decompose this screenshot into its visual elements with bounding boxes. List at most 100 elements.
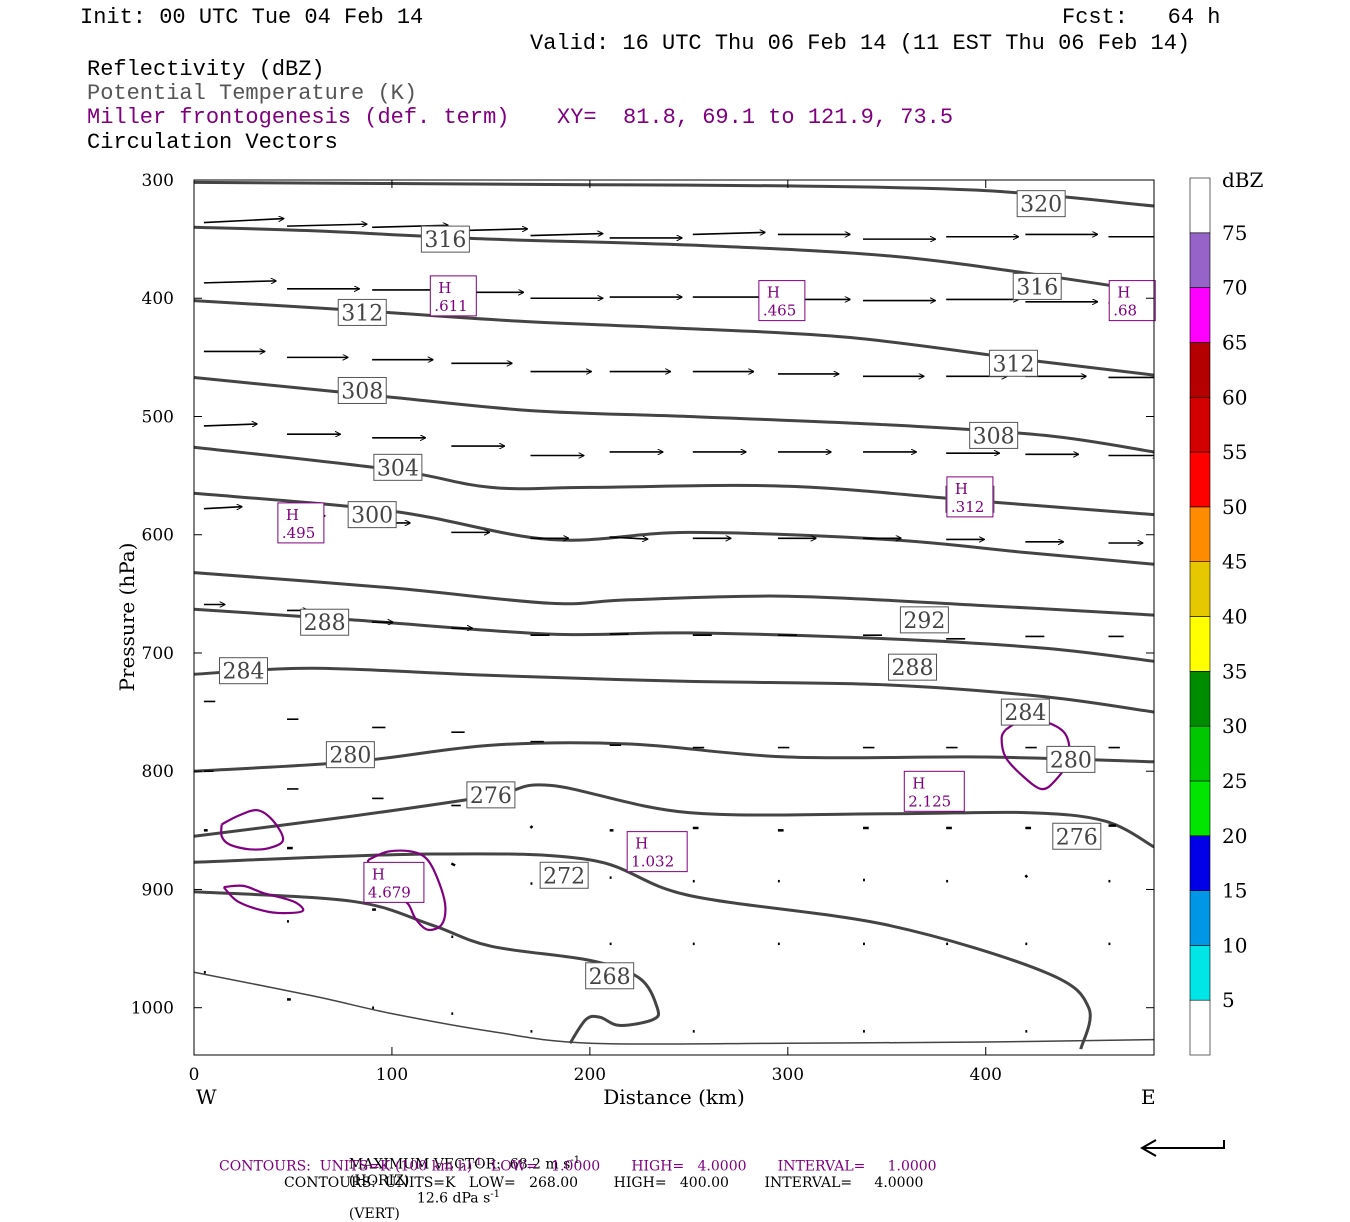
theta-label: 280 xyxy=(1046,745,1096,773)
colorbar-label: 75 xyxy=(1222,221,1247,245)
svg-text:320: 320 xyxy=(1020,193,1062,218)
frontogenesis-high: H.312 xyxy=(946,476,994,518)
colorbar-swatch xyxy=(1189,725,1211,782)
theta-contour-280 xyxy=(194,783,1154,849)
frontogenesis-high: H.611 xyxy=(429,275,477,317)
cross-section-xy: XY= 81.8, 69.1 to 121.9, 73.5 xyxy=(557,105,954,130)
theta-contour-272 xyxy=(194,890,661,1045)
svg-text:316: 316 xyxy=(1016,275,1058,300)
y-tick-label: 800 xyxy=(142,762,174,782)
svg-text:312: 312 xyxy=(992,352,1034,377)
theta-label: 288 xyxy=(300,608,350,636)
svg-text:.68: .68 xyxy=(1113,302,1137,320)
svg-text:H: H xyxy=(912,774,925,792)
theta-contour-296 xyxy=(194,571,1154,617)
colorbar-swatch xyxy=(1189,890,1211,946)
circulation-vectors xyxy=(203,219,1154,1033)
circulation-vector xyxy=(203,281,276,283)
svg-text:288: 288 xyxy=(892,656,934,681)
colorbar-swatch xyxy=(1189,616,1211,672)
frontogenesis-high: H.495 xyxy=(277,502,325,544)
fronto-contour-info: CONTOURS: UNITS=K (100 km h)-1 LOW= 1.00… xyxy=(219,1157,937,1175)
theta-contour-268 xyxy=(194,971,1154,1045)
x-tick-label: 0 xyxy=(189,1065,200,1085)
colorbar-label: 40 xyxy=(1222,605,1247,629)
colorbar-label: 45 xyxy=(1222,550,1247,574)
y-tick-label: 300 xyxy=(142,171,174,191)
frontogenesis-high: H1.032 xyxy=(626,831,688,873)
theta-contour-info: CONTOURS: UNITS=K LOW= 268.00 HIGH= 400.… xyxy=(284,1175,924,1191)
circulation-vector xyxy=(692,232,765,234)
colorbar-label: 55 xyxy=(1222,440,1247,464)
forecast-hour: Fcst: 64 h xyxy=(1062,5,1221,30)
svg-text:.611: .611 xyxy=(434,297,467,315)
x-tick-label: 300 xyxy=(772,1065,804,1085)
svg-text:312: 312 xyxy=(341,301,383,326)
svg-text:276: 276 xyxy=(470,784,512,809)
circulation-vector xyxy=(530,234,602,236)
colorbar-title: dBZ xyxy=(1222,168,1264,192)
colorbar-swatch xyxy=(1189,945,1211,1001)
colorbar-label: 5 xyxy=(1222,988,1235,1012)
colorbar-swatch xyxy=(1189,835,1211,891)
colorbar-label: 15 xyxy=(1222,879,1247,903)
circulation-vector xyxy=(287,224,367,226)
frontogenesis-high: H.68 xyxy=(1108,280,1156,322)
colorbar-label: 30 xyxy=(1222,714,1247,738)
svg-text:308: 308 xyxy=(341,379,383,404)
colorbar-label: 70 xyxy=(1222,276,1247,300)
svg-text:1.032: 1.032 xyxy=(631,853,674,871)
theta-label: 320 xyxy=(1016,190,1066,218)
colorbar-swatch xyxy=(1189,561,1211,617)
colorbar-swatch xyxy=(1189,671,1211,727)
svg-text:H: H xyxy=(1117,284,1130,302)
theta-label: 312 xyxy=(337,298,387,326)
field-circulation-vectors: Circulation Vectors xyxy=(87,130,338,155)
theta-label: 300 xyxy=(347,501,397,529)
svg-text:4.679: 4.679 xyxy=(368,883,411,901)
colorbar-swatch xyxy=(1189,451,1211,508)
y-tick-label: 700 xyxy=(142,644,174,664)
theta-label: 308 xyxy=(969,421,1019,449)
svg-text:292: 292 xyxy=(903,609,945,634)
valid-time: Valid: 16 UTC Thu 06 Feb 14 (11 EST Thu … xyxy=(530,31,1191,56)
field-potential-temperature: Potential Temperature (K) xyxy=(87,81,418,106)
x-tick-label: 400 xyxy=(970,1065,1002,1085)
axes: 300 400 500 600 700 800 900 1000 0 100 200 300 400 xyxy=(131,171,1154,1085)
colorbar-label: 10 xyxy=(1222,933,1247,957)
frontogenesis-high: H4.679 xyxy=(363,861,425,903)
theta-label: 292 xyxy=(899,606,949,634)
theta-label: 272 xyxy=(539,861,589,889)
svg-text:H: H xyxy=(372,865,385,883)
colorbar-label: 65 xyxy=(1222,330,1247,354)
colorbar-swatch xyxy=(1189,342,1211,398)
x-axis-east: E xyxy=(1141,1085,1156,1109)
theta-contour-288 xyxy=(194,666,1154,714)
theta-label: 316 xyxy=(1012,272,1062,300)
theta-label: 280 xyxy=(325,741,375,769)
colorbar-swatch xyxy=(1189,177,1211,234)
svg-text:.465: .465 xyxy=(763,302,796,320)
svg-text:2.125: 2.125 xyxy=(908,792,951,810)
colorbar-swatch xyxy=(1189,396,1211,453)
colorbar-swatch xyxy=(1189,287,1211,343)
colorbar-swatch xyxy=(1189,780,1211,837)
svg-text:H: H xyxy=(635,835,648,853)
svg-text:300: 300 xyxy=(351,504,393,529)
y-tick-label: 500 xyxy=(142,407,174,427)
colorbar-label: 35 xyxy=(1222,659,1247,683)
frontogenesis-high: H2.125 xyxy=(903,770,965,812)
colorbar-swatch xyxy=(1189,232,1211,288)
theta-contour-292 xyxy=(194,607,1154,663)
svg-text:280: 280 xyxy=(1050,748,1092,773)
svg-text:304: 304 xyxy=(377,456,419,481)
theta-contour-320 xyxy=(194,180,1154,208)
svg-text:316: 316 xyxy=(424,228,466,253)
y-axis-label: Pressure (hPa) xyxy=(115,543,139,692)
svg-text:280: 280 xyxy=(329,744,371,769)
y-tick-label: 1000 xyxy=(131,999,174,1019)
x-tick-label: 200 xyxy=(574,1065,606,1085)
svg-text:308: 308 xyxy=(973,424,1015,449)
colorbar-swatch xyxy=(1189,999,1211,1056)
